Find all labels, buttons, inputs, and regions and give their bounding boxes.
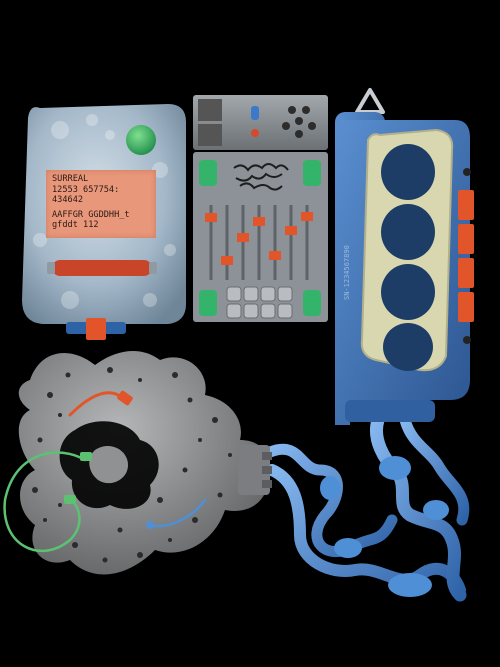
side-engraving: SN-1234567890 xyxy=(343,245,351,300)
orange-tab xyxy=(458,292,474,322)
dot-grid-icon xyxy=(282,106,316,138)
blue-blob xyxy=(423,500,449,520)
screw-icon xyxy=(463,168,471,176)
finger-hole xyxy=(381,144,435,200)
scribble-display xyxy=(233,163,289,191)
glyph-button xyxy=(226,303,242,319)
glyph-button xyxy=(243,286,259,302)
slider-knob xyxy=(269,251,281,260)
green-plug xyxy=(80,452,92,461)
blue-tube xyxy=(264,443,398,558)
speaker-grid-icon xyxy=(198,99,222,146)
label-line: 12553 657754: xyxy=(52,184,120,195)
finger-hole xyxy=(383,323,433,371)
green-pad xyxy=(199,290,217,316)
slider-knob xyxy=(285,226,297,235)
green-pad xyxy=(303,160,321,186)
orange-plug xyxy=(117,390,133,406)
ice-texture xyxy=(33,114,176,309)
porous-rock xyxy=(18,350,272,575)
slider-tracks xyxy=(209,205,309,280)
orange-tab xyxy=(458,258,474,288)
green-pad xyxy=(303,290,321,316)
orange-roller xyxy=(47,260,157,276)
slider-knob xyxy=(237,233,249,242)
orange-tab xyxy=(458,190,474,220)
wires xyxy=(3,390,207,552)
slider-knob xyxy=(205,213,217,222)
hanger-ring-icon xyxy=(355,88,385,114)
green-corner-pads xyxy=(199,160,321,316)
toggle-switch-icon xyxy=(251,106,259,137)
slider-knob xyxy=(221,256,233,265)
blue-handle-assembly: SN-1234567890 xyxy=(335,88,474,425)
orange-side-tabs xyxy=(458,190,474,322)
screw-icon xyxy=(463,336,471,344)
rock-inner xyxy=(89,445,128,484)
label-line: AAFFGR GGDDHH_t xyxy=(52,209,130,220)
slider-knob xyxy=(253,217,265,226)
blue-handle-base xyxy=(345,400,435,422)
shipping-label: SURREAL 12553 657754: 434642 AAFFGR GGDD… xyxy=(46,170,156,238)
blue-tube xyxy=(266,464,466,596)
green-gear-icon xyxy=(126,125,156,155)
label-line: SURREAL xyxy=(52,174,89,184)
control-panel xyxy=(193,95,328,322)
slider-knobs xyxy=(205,212,313,265)
glyph-button xyxy=(277,286,293,302)
glyph-button xyxy=(260,286,276,302)
label-line: 434642 xyxy=(52,195,84,205)
orange-tab xyxy=(458,224,474,254)
finger-hole xyxy=(381,264,435,320)
blue-plug xyxy=(146,521,154,529)
blue-blob xyxy=(334,538,362,558)
label-line: gfddt 112 xyxy=(52,220,99,230)
green-plug xyxy=(64,495,76,504)
blue-blob xyxy=(379,456,411,480)
blue-blob xyxy=(320,476,340,500)
rock-connector-block xyxy=(238,445,272,495)
blue-wire xyxy=(148,498,207,528)
green-wire-loop xyxy=(3,451,87,552)
blue-tube xyxy=(399,414,470,526)
blue-tube-blobs xyxy=(320,456,449,597)
blue-blob xyxy=(388,573,432,597)
glyph-button xyxy=(243,303,259,319)
glyph-button xyxy=(226,286,242,302)
knuckle-holes xyxy=(381,144,435,371)
glyph-button xyxy=(260,303,276,319)
ice-connector xyxy=(66,318,126,340)
glyph-button xyxy=(277,303,293,319)
green-pad xyxy=(199,160,217,186)
finger-hole xyxy=(381,204,435,260)
slider-knob xyxy=(301,212,313,221)
glyph-buttons xyxy=(226,286,293,319)
